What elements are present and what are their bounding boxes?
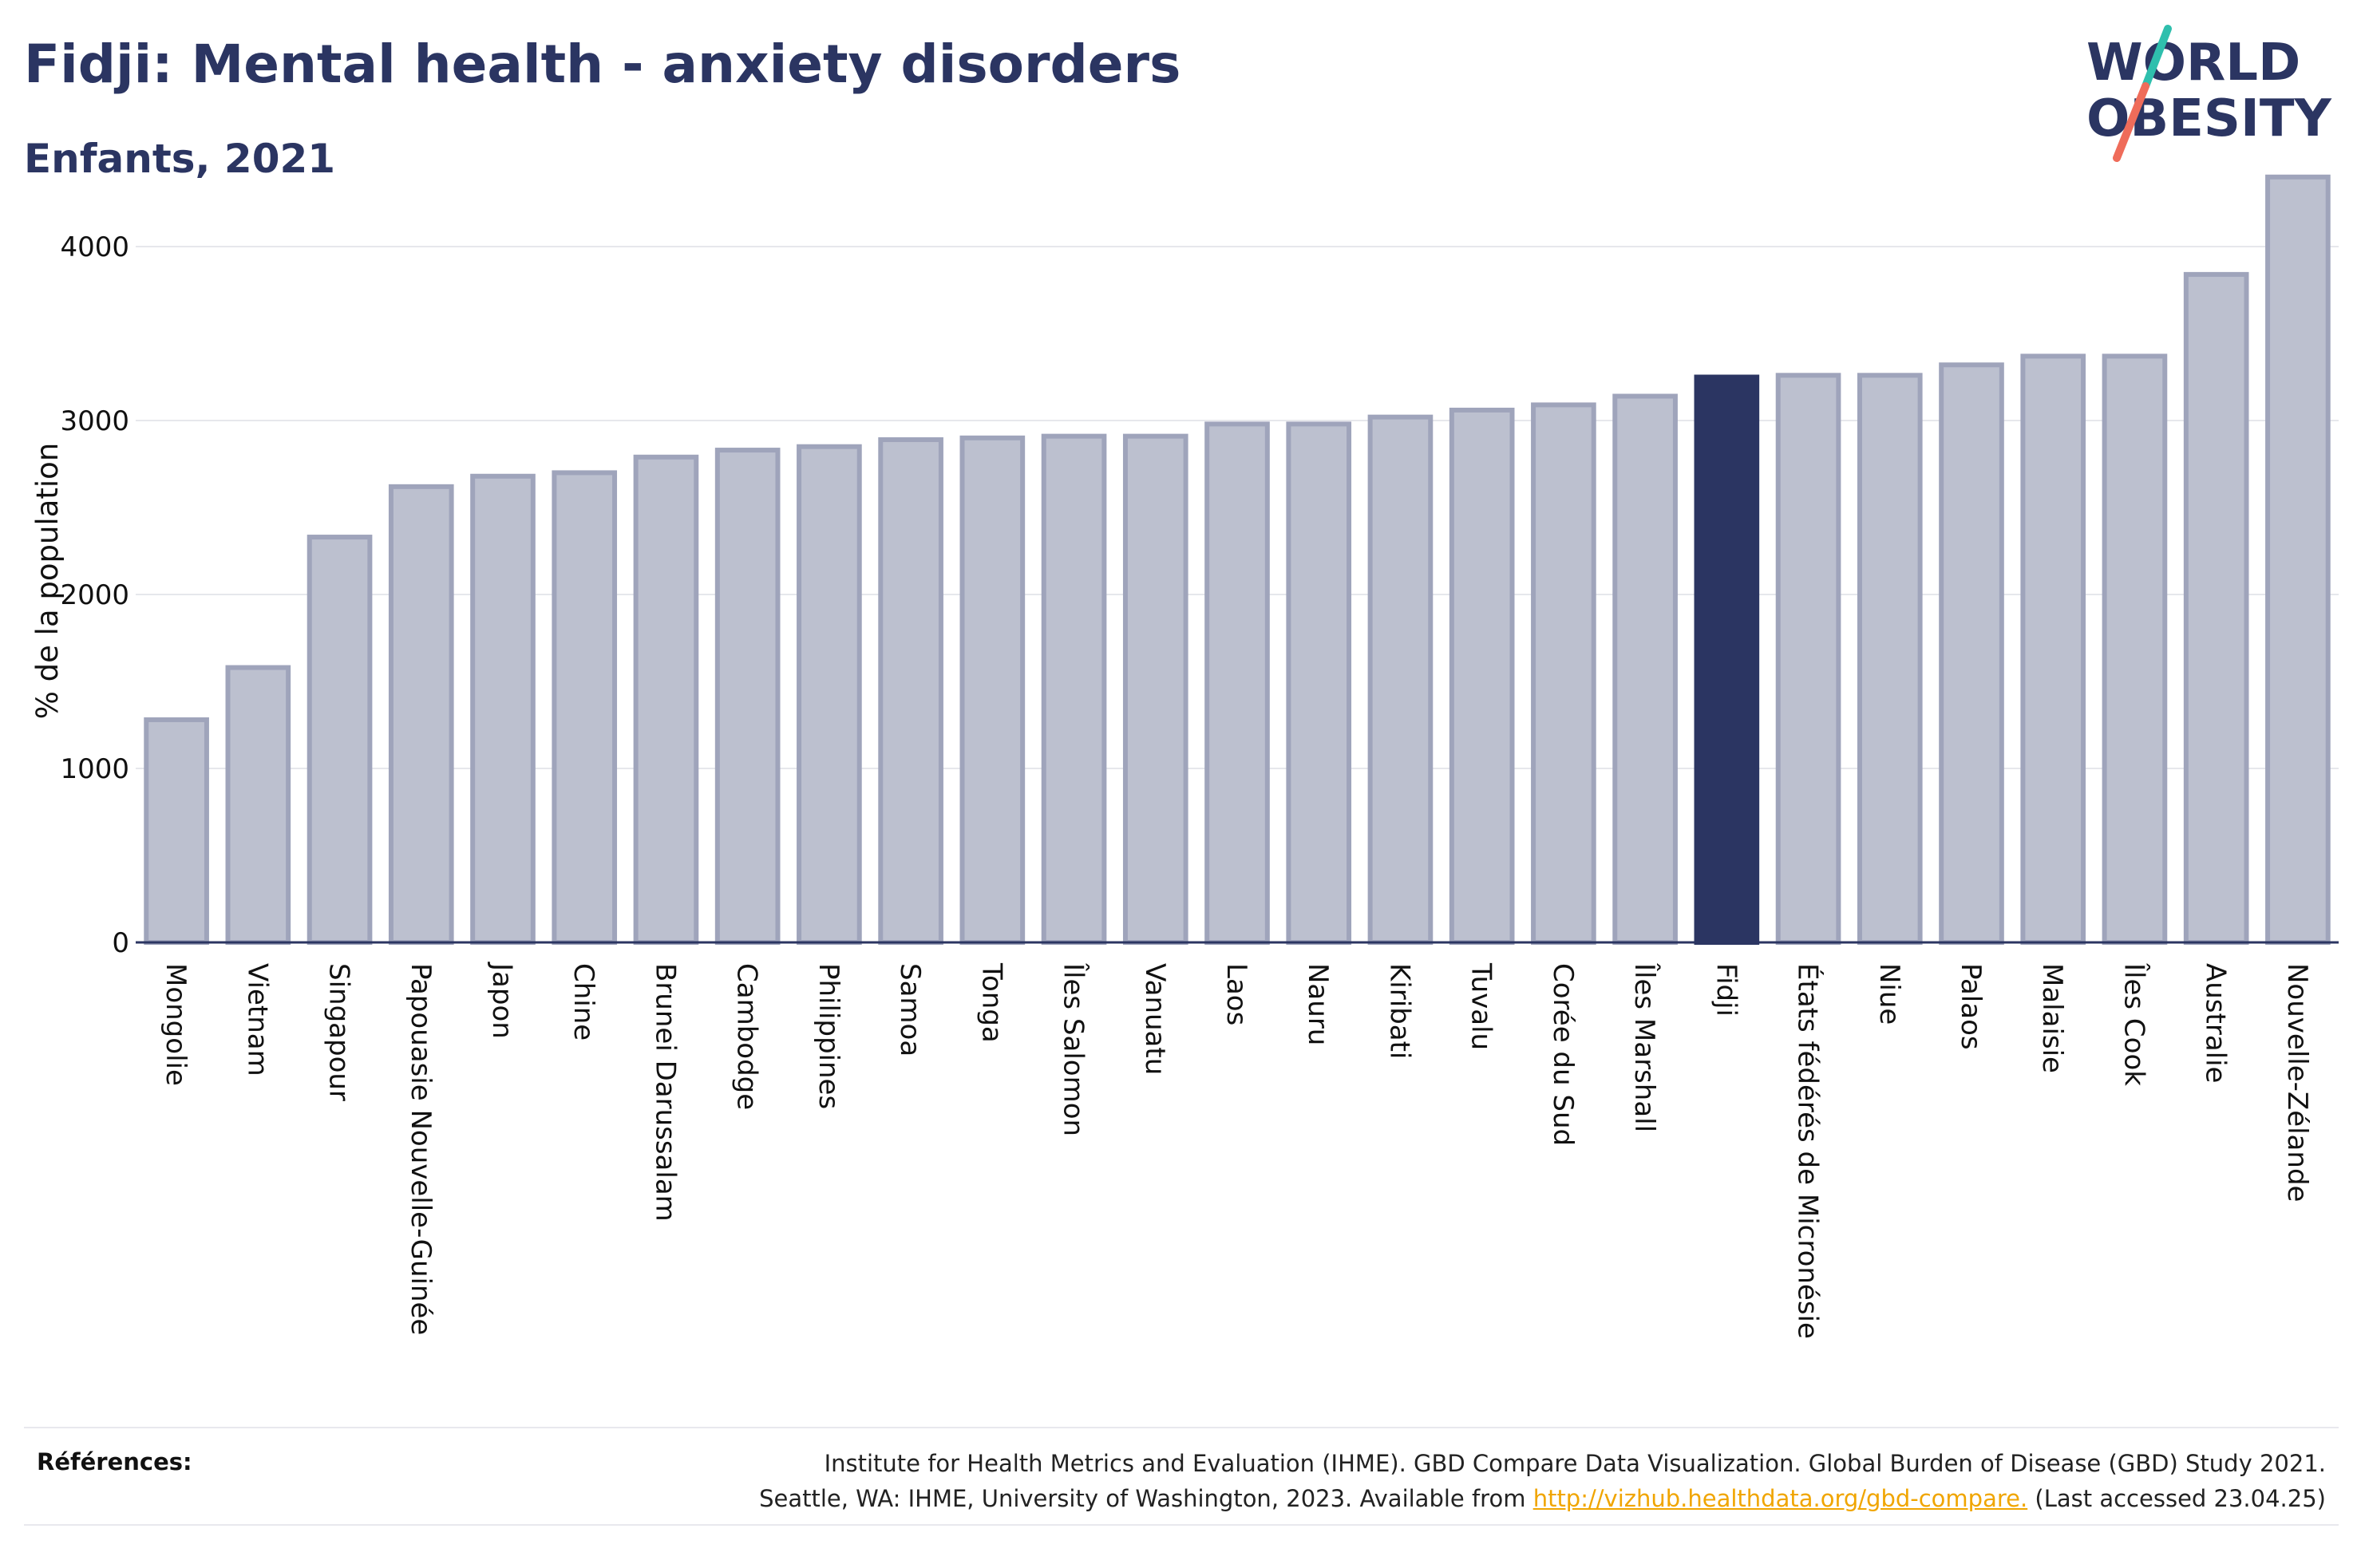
y-axis-label: % de la population xyxy=(30,443,65,720)
bar xyxy=(2183,271,2249,945)
x-axis-labels: Mongolie Vietnam Singapour Papouasie Nouvel… xyxy=(160,962,2313,1339)
bar xyxy=(797,444,862,945)
x-tick-label: Nouvelle-Zélande xyxy=(2281,963,2313,1202)
references-line-1: Institute for Health Metrics and Evaluat… xyxy=(824,1450,2326,1477)
y-tick-label: 1000 xyxy=(60,753,129,785)
y-tick-label: 0 xyxy=(112,927,129,959)
bar xyxy=(2020,353,2086,945)
y-tick-label: 2000 xyxy=(60,579,129,611)
bar-highlight xyxy=(1694,374,1760,945)
x-tick-label: Palaos xyxy=(1955,963,1987,1050)
x-tick-label: Tuvalu xyxy=(1465,962,1497,1050)
bar xyxy=(225,665,291,945)
x-tick-label: États fédérés de Micronésie xyxy=(1792,963,1825,1339)
x-tick-label: Brunei Darussalam xyxy=(649,963,681,1222)
bar xyxy=(2265,174,2331,946)
references-line-2: Seattle, WA: IHME, University of Washing… xyxy=(410,1481,2326,1516)
x-tick-label: Philippines xyxy=(813,963,844,1109)
bar xyxy=(1531,402,1596,945)
x-tick-label: Mongolie xyxy=(160,963,192,1086)
x-tick-label: Îles Marshall xyxy=(1628,962,1661,1132)
x-tick-label: Japon xyxy=(486,962,518,1039)
bar xyxy=(388,484,454,945)
bar xyxy=(1939,362,2004,945)
bar xyxy=(633,454,699,945)
x-tick-label: Îles Salomon xyxy=(1058,962,1090,1136)
x-tick-label: Fidji xyxy=(1710,963,1742,1017)
bar xyxy=(1449,407,1515,945)
footer-divider-top xyxy=(24,1427,2339,1428)
bar xyxy=(1775,373,1841,945)
bar xyxy=(470,473,536,945)
x-tick-label: Cambodge xyxy=(731,963,763,1110)
bar xyxy=(552,470,618,945)
x-tick-label: Îles Cook xyxy=(2118,962,2150,1086)
bar xyxy=(1612,393,1678,946)
x-tick-label: Samoa xyxy=(894,963,926,1057)
y-tick-label: 3000 xyxy=(60,405,129,437)
x-tick-label: Malaisie xyxy=(2036,963,2068,1073)
bar xyxy=(714,448,781,945)
bars xyxy=(144,174,2331,946)
x-tick-label: Vanuatu xyxy=(1139,963,1171,1075)
footer-divider-bottom xyxy=(24,1524,2339,1526)
y-tick-label: 4000 xyxy=(60,231,129,263)
world-obesity-logo: WORLD OBESITY xyxy=(2086,25,2331,162)
references-line-2-suffix: (Last accessed 23.04.25) xyxy=(2027,1485,2326,1512)
references-label: Références: xyxy=(37,1448,192,1475)
bar xyxy=(1367,414,1434,945)
chart-title: Fidji: Mental health - anxiety disorders xyxy=(24,34,1181,95)
bar xyxy=(144,717,209,946)
x-tick-label: Nauru xyxy=(1302,963,1334,1045)
logo-slash-teal xyxy=(2142,25,2172,90)
bar xyxy=(1041,433,1107,945)
logo-text-world: WORLD xyxy=(2086,34,2300,93)
bar xyxy=(1286,421,1352,945)
x-tick-label: Corée du Sud xyxy=(1547,963,1579,1146)
references-text: Institute for Health Metrics and Evaluat… xyxy=(410,1446,2326,1516)
bar xyxy=(1122,433,1188,945)
chart-subtitle: Enfants, 2021 xyxy=(24,136,336,182)
bar xyxy=(306,535,373,945)
bar xyxy=(959,435,1026,945)
x-tick-label: Tonga xyxy=(975,962,1007,1043)
x-tick-label: Papouasie Nouvelle-Guinée xyxy=(405,963,437,1335)
references-link[interactable]: http://vizhub.healthdata.org/gbd-compare… xyxy=(1532,1485,2028,1512)
x-tick-label: Australie xyxy=(2200,963,2232,1083)
x-tick-label: Niue xyxy=(1873,963,1905,1025)
bar xyxy=(2102,353,2168,945)
x-tick-label: Laos xyxy=(1220,963,1252,1025)
bar xyxy=(1204,421,1270,945)
bar xyxy=(878,436,943,945)
references-line-2-prefix: Seattle, WA: IHME, University of Washing… xyxy=(759,1485,1533,1512)
bar-chart: 0 1000 2000 3000 4000 Mongolie Vietnam Singapo… xyxy=(30,174,2339,1339)
x-tick-label: Singapour xyxy=(323,963,355,1101)
x-tick-label: Chine xyxy=(568,963,599,1041)
x-tick-label: Kiribati xyxy=(1383,963,1415,1059)
y-axis-ticks: 0 1000 2000 3000 4000 xyxy=(60,231,129,959)
logo-slash-coral xyxy=(2113,82,2149,162)
x-tick-label: Vietnam xyxy=(241,963,273,1076)
bar xyxy=(1857,373,1923,945)
